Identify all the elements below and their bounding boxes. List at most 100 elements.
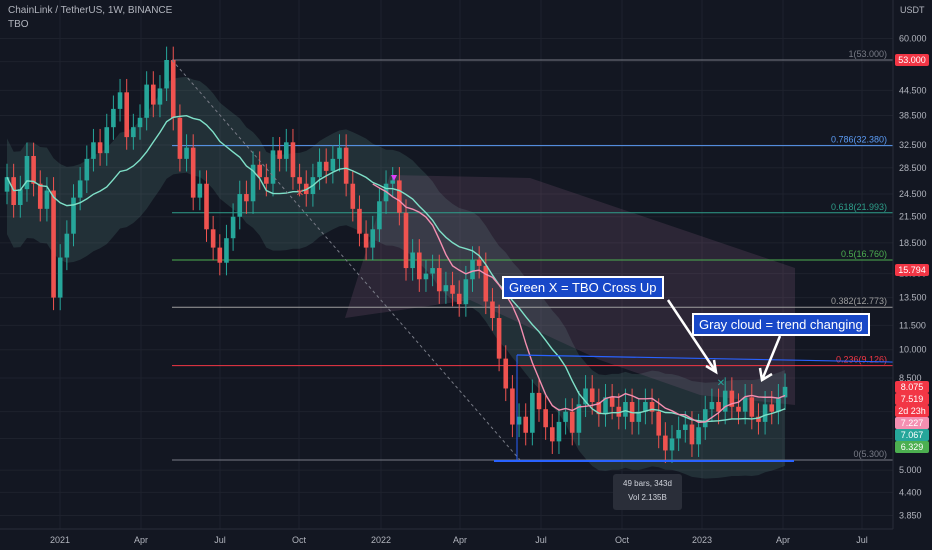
annotation-tbo-cross[interactable]: Green X = TBO Cross Up: [502, 276, 664, 299]
candle-body: [762, 404, 768, 422]
price-tag: 6.329: [895, 441, 929, 454]
price-tag: 15.794: [895, 264, 929, 277]
candle-body: [609, 397, 615, 407]
price-tag: 7.519: [895, 393, 929, 406]
indicator-label[interactable]: TBO: [8, 19, 29, 30]
candle-body: [722, 390, 728, 412]
candle-body: [689, 424, 695, 445]
candle-body: [210, 229, 216, 248]
y-tick-label: 24.500: [899, 189, 927, 199]
candle-body: [709, 402, 715, 410]
tbo-fast-line: [6, 114, 786, 423]
candle-body: [756, 416, 761, 422]
fib-trend-line: [171, 59, 521, 461]
candle-body: [91, 142, 96, 159]
candle-body: [543, 409, 548, 428]
candle-body: [71, 197, 76, 234]
resistance-line: [516, 354, 894, 363]
candle-body: [97, 142, 103, 154]
x-tick-label: Jul: [856, 535, 868, 545]
x-tick-label: 2023: [692, 535, 712, 545]
y-tick-label: 44.500: [899, 85, 927, 95]
fib-label: 0.5(16.760): [841, 249, 887, 259]
candle-body: [649, 402, 655, 412]
candle-body: [516, 416, 522, 425]
candle-body: [490, 301, 495, 319]
candle-body: [51, 190, 56, 298]
candle-body: [190, 147, 196, 198]
y-tick-label: 60.000: [899, 33, 927, 43]
x-tick-label: Jul: [214, 535, 226, 545]
price-tag: 53.000: [895, 54, 929, 66]
candle-body: [37, 183, 43, 209]
x-tick-label: Jul: [535, 535, 547, 545]
y-tick-label: 10.000: [899, 345, 927, 355]
candle-body: [702, 409, 708, 428]
fib-label: 1(53.000): [848, 49, 887, 59]
candle-body: [676, 429, 681, 439]
candle-body: [656, 411, 661, 436]
candle-body: [184, 147, 189, 159]
candle-body: [330, 158, 336, 171]
candle-body: [510, 388, 515, 425]
candle-body: [31, 155, 36, 184]
candle-body: [124, 92, 129, 138]
candle-body: [470, 259, 475, 280]
currency-label: USDT: [900, 5, 925, 15]
candle-body: [343, 147, 349, 184]
price-tag: 2d 23h: [895, 405, 929, 418]
candle-body: [144, 84, 149, 118]
y-tick-label: 18.500: [899, 238, 927, 248]
time-axis-bg: [0, 529, 932, 550]
candle-body: [277, 150, 282, 159]
candle-body: [736, 406, 741, 412]
annotation-gray-cloud[interactable]: Gray cloud = trend changing: [692, 313, 870, 336]
candle-body: [290, 142, 296, 178]
candle-body: [536, 392, 542, 410]
candle-body: [430, 268, 435, 274]
drawing-annotations: ✕✕: [171, 59, 894, 462]
candle-body: [576, 404, 582, 433]
time-axis[interactable]: 2021 Apr Jul Oct 2022 Apr Jul Oct 2023 Apr Jul: [0, 528, 932, 550]
candle-body: [57, 257, 63, 298]
candle-body: [177, 117, 183, 159]
symbol-title: ChainLink / TetherUS, 1W, BINANCE: [8, 5, 173, 16]
x-tick-label: Apr: [453, 535, 467, 545]
measure-bars: 49 bars, 343d: [623, 479, 672, 488]
candle-body: [596, 402, 602, 415]
fib-label: 0.786(32.380): [831, 135, 887, 145]
candle-body: [450, 285, 455, 294]
candle-body: [503, 358, 509, 389]
measure-volume: Vol 2.135B: [628, 493, 667, 502]
y-tick-label: 21.500: [899, 212, 927, 222]
candle-body: [603, 397, 608, 415]
candle-body: [377, 201, 382, 230]
y-tick-label: 13.500: [899, 293, 927, 303]
x-tick-label: Oct: [615, 535, 630, 545]
y-tick-label: 32.500: [899, 140, 927, 150]
y-tick-label: 38.500: [899, 111, 927, 121]
range-measure-tooltip: 49 bars, 343d Vol 2.135B: [613, 474, 682, 510]
candle-body: [350, 183, 356, 209]
candle-body: [317, 161, 322, 178]
candle-body: [563, 411, 568, 422]
candle-body: [556, 421, 562, 442]
y-tick-label: 8.500: [899, 373, 922, 383]
candle-body: [397, 180, 402, 213]
candle-body: [370, 229, 376, 248]
arrow-icon: [666, 299, 718, 375]
tbo-slow-line: [372, 183, 786, 423]
candle-body: [483, 265, 489, 302]
y-tick-label: 3.850: [899, 511, 922, 521]
fib-label: 0(5.300): [853, 449, 887, 459]
candle-body: [204, 183, 209, 230]
fib-label: 0.618(21.993): [831, 202, 887, 212]
fib-label: 0.236(9.126): [836, 355, 887, 365]
candle-body: [456, 293, 462, 305]
candle-body: [776, 397, 781, 412]
candle-body: [197, 183, 203, 198]
x-tick-label: 2022: [371, 535, 391, 545]
y-tick-label: 11.500: [899, 320, 926, 330]
candle-body: [363, 233, 369, 248]
